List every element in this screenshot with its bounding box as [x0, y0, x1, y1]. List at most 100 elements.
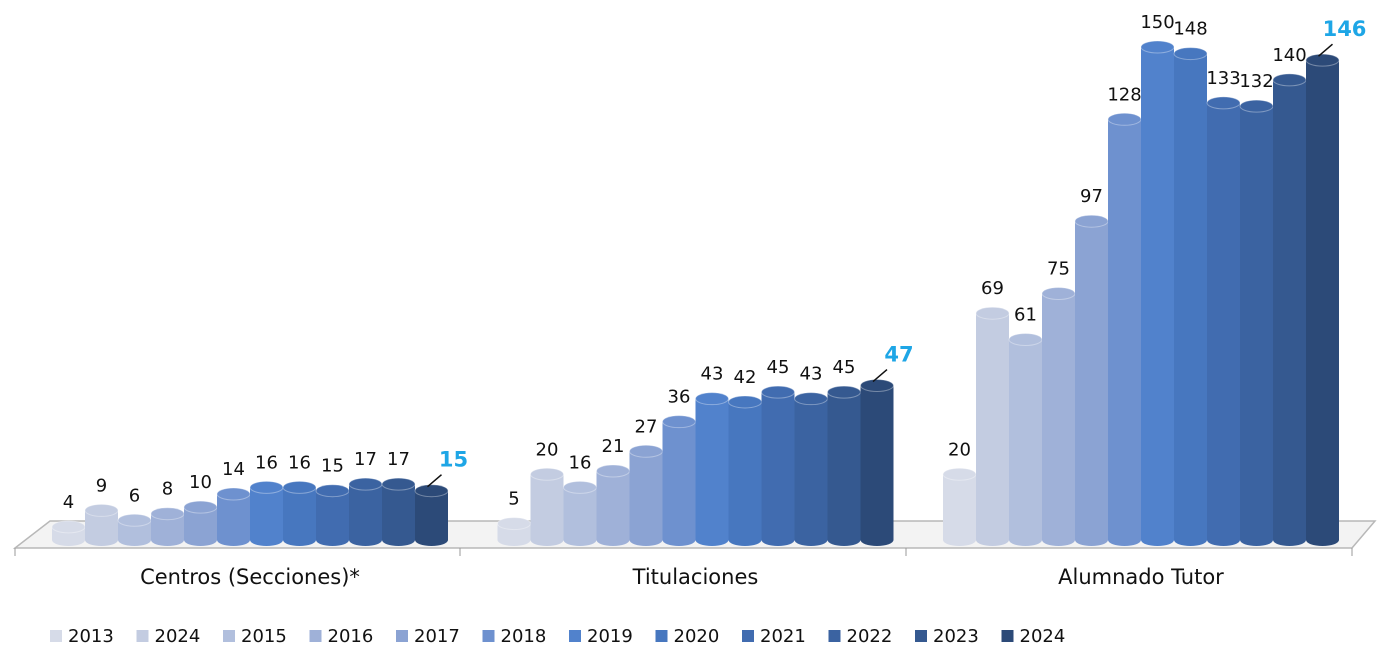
bar-cap	[414, 484, 449, 498]
value-label: 69	[981, 278, 1004, 299]
bar	[976, 313, 1009, 540]
value-label: 14	[222, 459, 245, 480]
legend-label: 2015	[241, 626, 287, 646]
bar-cap	[1107, 112, 1142, 126]
bar	[1306, 60, 1339, 540]
legend-label: 2023	[933, 626, 979, 646]
value-label: 148	[1173, 19, 1207, 40]
legend-swatch	[569, 630, 581, 642]
legend-label: 2024	[155, 626, 201, 646]
bar	[1108, 119, 1141, 540]
value-label: 20	[948, 439, 971, 460]
bar	[629, 451, 663, 540]
bar	[728, 401, 762, 540]
leader-line	[1318, 43, 1333, 57]
bar	[1075, 221, 1108, 540]
bar	[217, 493, 250, 540]
value-label: 42	[734, 367, 757, 388]
bar-cap	[1305, 53, 1340, 67]
bar	[349, 484, 382, 540]
bar	[1174, 53, 1207, 540]
value-label: 15	[439, 448, 468, 472]
bar	[316, 490, 349, 540]
legend-label: 2017	[414, 626, 460, 646]
leader-line	[427, 474, 442, 488]
bar-cap	[1239, 99, 1274, 113]
value-label: 43	[800, 364, 823, 385]
bar-cap	[282, 480, 317, 494]
value-label: 132	[1239, 71, 1273, 92]
legend-swatch	[223, 630, 235, 642]
value-label: 17	[387, 449, 410, 470]
bar	[761, 392, 795, 540]
bar-cap	[1206, 96, 1241, 110]
bar	[250, 487, 283, 540]
bar	[283, 487, 316, 540]
bar-cap	[497, 517, 531, 531]
legend-label: 2018	[501, 626, 547, 646]
bar-cap	[1272, 73, 1307, 87]
bar-cap	[761, 385, 795, 399]
value-label: 150	[1140, 12, 1174, 33]
bar-cap	[183, 500, 218, 514]
value-label: 17	[354, 449, 377, 470]
legend-swatch	[482, 630, 495, 642]
value-label: 9	[96, 475, 107, 496]
bar-cap	[117, 513, 152, 527]
bar	[1009, 339, 1042, 540]
value-label: 75	[1047, 259, 1070, 280]
bar-cap	[84, 503, 119, 517]
bar	[596, 470, 630, 540]
bar	[943, 474, 976, 540]
bar	[415, 490, 448, 540]
value-label: 27	[635, 416, 658, 437]
value-label: 6	[129, 485, 140, 506]
bar	[1207, 102, 1240, 540]
value-label: 16	[255, 452, 278, 473]
bar	[827, 392, 861, 540]
bar-cap	[827, 385, 861, 399]
value-label: 20	[536, 439, 559, 460]
value-label: 16	[569, 452, 592, 473]
value-label: 47	[884, 343, 913, 367]
value-label: 61	[1014, 305, 1037, 326]
bar-cap	[530, 467, 564, 481]
value-label: 36	[668, 387, 691, 408]
value-label: 45	[767, 357, 790, 378]
legend-swatch	[1001, 630, 1014, 642]
value-label: 133	[1206, 68, 1240, 89]
category-label: Alumnado Tutor	[1058, 565, 1224, 589]
value-label: 16	[288, 452, 311, 473]
bar-cap	[728, 395, 762, 409]
leader-line	[872, 368, 888, 383]
bar-cap	[1041, 287, 1076, 300]
bar	[794, 398, 828, 540]
value-label: 140	[1272, 45, 1306, 66]
bar-cap	[563, 480, 597, 494]
bar-cap	[51, 520, 86, 534]
bar-cap	[1173, 47, 1208, 61]
bar-cap	[150, 507, 185, 521]
legend-swatch	[50, 630, 62, 642]
legend-swatch	[828, 630, 841, 642]
legend-label: 2013	[68, 626, 114, 646]
bar	[1141, 47, 1174, 540]
bar-cap	[249, 480, 284, 494]
legend-label: 2016	[328, 626, 374, 646]
legend-label: 2024	[1020, 626, 1066, 646]
bar-cap	[942, 467, 977, 481]
bar-cap	[975, 306, 1010, 320]
bar-cap	[662, 415, 696, 429]
legend-swatch	[742, 630, 754, 642]
value-label: 21	[602, 436, 625, 457]
legend-label: 2019	[587, 626, 633, 646]
category-label: Titulaciones	[632, 565, 759, 589]
legend-swatch	[915, 630, 927, 642]
bar-cap	[216, 487, 251, 501]
bar	[563, 487, 597, 540]
bar	[860, 385, 894, 540]
bar	[662, 421, 696, 540]
value-label: 5	[508, 489, 519, 510]
value-label: 146	[1323, 17, 1367, 41]
